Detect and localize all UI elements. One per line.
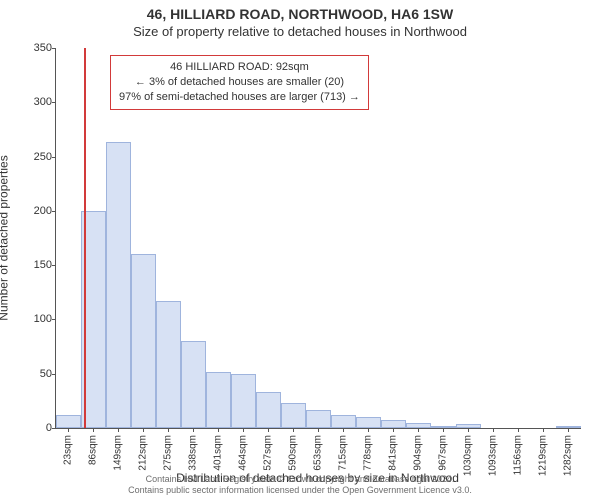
x-tick-mark xyxy=(318,428,319,432)
x-tick-mark xyxy=(193,428,194,432)
y-tick-label: 100 xyxy=(18,313,52,325)
x-tick-label: 1219sqm xyxy=(537,435,548,476)
histogram-bar xyxy=(381,420,406,428)
x-tick-label: 1282sqm xyxy=(562,435,573,476)
x-tick-label: 1093sqm xyxy=(487,435,498,476)
x-tick-mark xyxy=(118,428,119,432)
y-tick-mark xyxy=(52,48,56,49)
histogram-bar xyxy=(356,417,381,428)
histogram-bar xyxy=(156,301,181,428)
x-tick-label: 149sqm xyxy=(112,435,123,471)
x-tick-label: 778sqm xyxy=(362,435,373,471)
x-tick-label: 527sqm xyxy=(262,435,273,471)
x-tick-mark xyxy=(93,428,94,432)
y-axis-label-container: Number of detached properties xyxy=(0,48,12,428)
histogram-bar xyxy=(181,341,206,428)
y-tick-mark xyxy=(52,102,56,103)
chart-root: 46, HILLIARD ROAD, NORTHWOOD, HA6 1SW Si… xyxy=(0,0,600,500)
y-axis-label: Number of detached properties xyxy=(0,155,11,320)
x-tick-label: 212sqm xyxy=(137,435,148,471)
x-tick-mark xyxy=(168,428,169,432)
x-tick-mark xyxy=(268,428,269,432)
footer-line-2: Contains public sector information licen… xyxy=(0,485,600,496)
x-tick-label: 1156sqm xyxy=(512,435,523,475)
histogram-bar xyxy=(456,424,481,428)
x-tick-mark xyxy=(493,428,494,432)
x-tick-mark xyxy=(343,428,344,432)
x-tick-mark xyxy=(368,428,369,432)
annotation-box: 46 HILLIARD ROAD: 92sqm← 3% of detached … xyxy=(110,55,369,110)
x-tick-label: 715sqm xyxy=(337,435,348,471)
x-tick-mark xyxy=(68,428,69,432)
x-tick-mark xyxy=(243,428,244,432)
x-tick-mark xyxy=(443,428,444,432)
annotation-line: ← 3% of detached houses are smaller (20) xyxy=(119,75,360,90)
y-tick-mark xyxy=(52,157,56,158)
y-tick-label: 250 xyxy=(18,151,52,163)
y-tick-label: 300 xyxy=(18,96,52,108)
x-tick-mark xyxy=(518,428,519,432)
histogram-bar xyxy=(331,415,356,428)
x-tick-label: 590sqm xyxy=(287,435,298,471)
x-tick-mark xyxy=(568,428,569,432)
histogram-bar xyxy=(431,426,456,428)
chart-subtitle: Size of property relative to detached ho… xyxy=(0,24,600,39)
x-tick-label: 841sqm xyxy=(387,435,398,471)
y-tick-mark xyxy=(52,374,56,375)
histogram-bar xyxy=(206,372,231,428)
x-tick-label: 275sqm xyxy=(162,435,173,471)
histogram-bar xyxy=(556,426,581,428)
x-tick-label: 23sqm xyxy=(62,435,73,465)
property-marker-line xyxy=(84,48,86,428)
histogram-bar xyxy=(56,415,81,428)
x-tick-mark xyxy=(143,428,144,432)
histogram-bar xyxy=(131,254,156,428)
histogram-bar xyxy=(306,410,331,428)
x-tick-mark xyxy=(543,428,544,432)
annotation-line: 97% of semi-detached houses are larger (… xyxy=(119,90,360,105)
footer-line-1: Contains HM Land Registry data © Crown c… xyxy=(0,474,600,485)
y-tick-label: 50 xyxy=(18,368,52,380)
annotation-line: 46 HILLIARD ROAD: 92sqm xyxy=(119,60,360,75)
x-tick-label: 86sqm xyxy=(87,435,98,465)
histogram-bar xyxy=(106,142,131,428)
y-tick-mark xyxy=(52,265,56,266)
x-tick-label: 904sqm xyxy=(412,435,423,471)
x-tick-label: 1030sqm xyxy=(462,435,473,476)
y-tick-mark xyxy=(52,428,56,429)
x-tick-mark xyxy=(418,428,419,432)
x-tick-label: 464sqm xyxy=(237,435,248,471)
y-tick-mark xyxy=(52,319,56,320)
chart-title-address: 46, HILLIARD ROAD, NORTHWOOD, HA6 1SW xyxy=(0,6,600,22)
x-tick-label: 401sqm xyxy=(212,435,223,471)
y-tick-label: 350 xyxy=(18,42,52,54)
x-tick-label: 653sqm xyxy=(312,435,323,471)
y-tick-mark xyxy=(52,211,56,212)
x-tick-label: 338sqm xyxy=(187,435,198,471)
x-tick-mark xyxy=(293,428,294,432)
y-tick-label: 200 xyxy=(18,205,52,217)
attribution-footer: Contains HM Land Registry data © Crown c… xyxy=(0,474,600,497)
histogram-bar xyxy=(231,374,256,428)
x-tick-mark xyxy=(468,428,469,432)
y-tick-label: 150 xyxy=(18,259,52,271)
x-tick-label: 967sqm xyxy=(437,435,448,471)
y-tick-label: 0 xyxy=(18,422,52,434)
histogram-bar xyxy=(256,392,281,428)
x-tick-mark xyxy=(218,428,219,432)
histogram-bar xyxy=(281,403,306,428)
histogram-bar xyxy=(406,423,431,428)
x-tick-mark xyxy=(393,428,394,432)
